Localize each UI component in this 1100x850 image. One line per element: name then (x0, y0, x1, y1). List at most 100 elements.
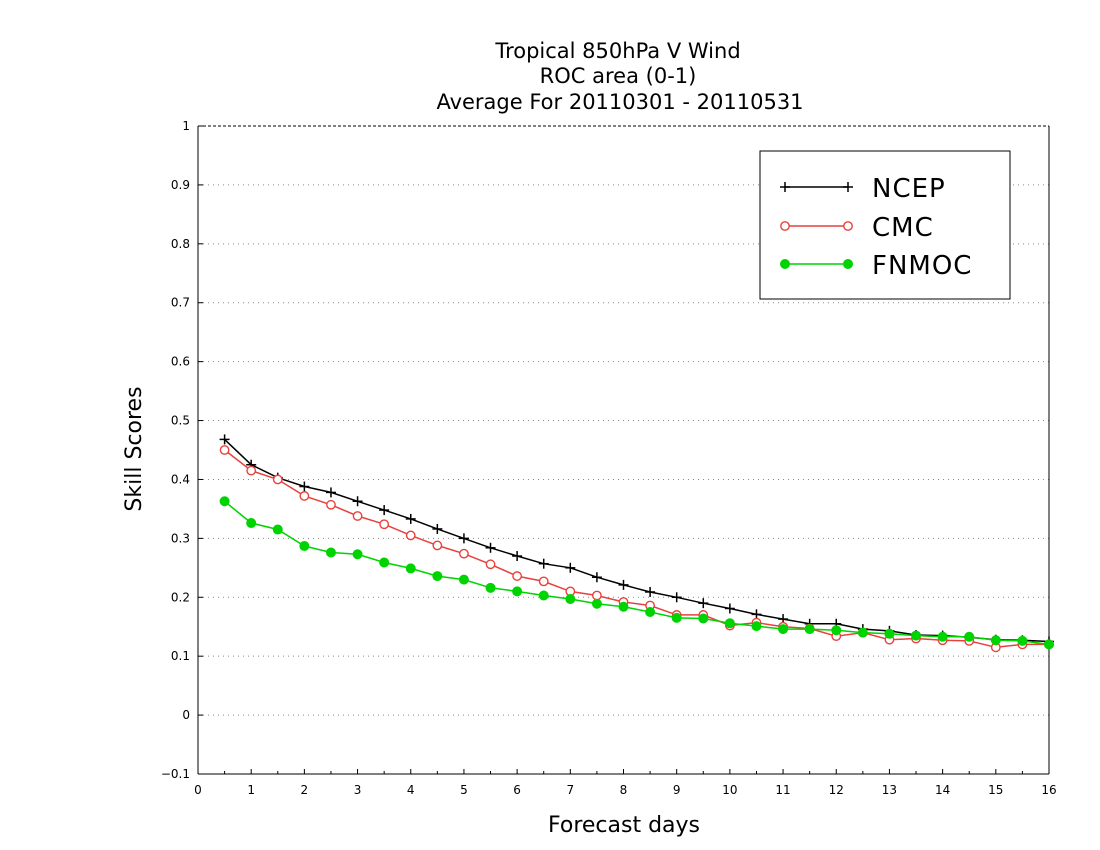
data-point-fnmoc (219, 496, 230, 507)
legend-marker (780, 259, 790, 269)
data-point-fnmoc (405, 563, 416, 574)
y-tick-label: 1 (182, 119, 190, 133)
data-point-cmc (219, 445, 230, 455)
y-tick-label: 0 (182, 708, 190, 722)
y-tick-label: 0.9 (171, 178, 190, 192)
series-line-ncep (224, 438, 1050, 643)
data-point-ncep (698, 598, 709, 609)
data-point-fnmoc (485, 582, 496, 593)
series-ncep (219, 434, 1054, 647)
x-tick-label: 8 (620, 783, 628, 797)
data-point-ncep (538, 558, 549, 569)
y-tick-label: 0.8 (171, 237, 190, 251)
data-point-fnmoc (299, 541, 310, 552)
data-point-fnmoc (671, 612, 682, 623)
data-point-ncep (352, 496, 363, 507)
x-tick-label: 7 (566, 783, 574, 797)
series-fnmoc (219, 496, 1054, 650)
legend-marker (843, 259, 853, 269)
data-point-fnmoc (1044, 639, 1054, 650)
data-point-ncep (618, 579, 629, 590)
y-axis-label: Skill Scores (122, 386, 147, 511)
data-point-fnmoc (857, 627, 868, 638)
data-point-fnmoc (458, 574, 469, 585)
legend-item-fnmoc: FNMOC (780, 251, 972, 281)
data-point-fnmoc (379, 557, 390, 568)
y-tick-label: 0.3 (171, 531, 190, 545)
data-point-fnmoc (565, 594, 576, 605)
data-point-fnmoc (911, 630, 922, 641)
data-point-fnmoc (831, 625, 842, 636)
legend-marker (780, 221, 790, 231)
data-point-ncep (512, 551, 523, 562)
data-point-ncep (645, 586, 656, 597)
data-point-ncep (724, 603, 735, 614)
y-tick-label: 0.4 (171, 472, 190, 486)
x-tick-label: 0 (194, 783, 202, 797)
data-point-ncep (299, 481, 310, 492)
data-point-ncep (379, 505, 390, 516)
series-layer (219, 434, 1054, 653)
x-tick-label: 14 (935, 783, 950, 797)
data-point-ncep (219, 434, 230, 445)
legend-marker (780, 182, 790, 192)
data-point-fnmoc (884, 628, 895, 639)
data-point-cmc (485, 559, 496, 570)
y-tick-label: 0.5 (171, 414, 190, 428)
data-point-cmc (272, 474, 283, 485)
y-tick-label: 0.6 (171, 355, 190, 369)
x-tick-label: 15 (988, 783, 1003, 797)
series-cmc (219, 445, 1054, 653)
data-point-cmc (512, 571, 523, 581)
x-tick-label: 4 (407, 783, 415, 797)
data-point-fnmoc (432, 571, 443, 582)
data-point-fnmoc (645, 607, 656, 617)
data-point-cmc (352, 511, 363, 521)
data-point-cmc (326, 499, 336, 510)
legend-label-fnmoc: FNMOC (872, 251, 972, 281)
data-point-fnmoc (990, 635, 1001, 646)
data-point-fnmoc (246, 518, 257, 529)
x-tick-label: 1 (247, 783, 255, 797)
y-tick-label: 0.2 (171, 590, 190, 604)
data-point-cmc (299, 491, 310, 501)
data-point-fnmoc (352, 549, 363, 560)
data-point-cmc (432, 540, 443, 551)
data-point-cmc (538, 576, 549, 587)
x-tick-label: 5 (460, 783, 468, 797)
data-point-ncep (405, 513, 416, 524)
data-point-cmc (459, 548, 469, 559)
x-tick-label: 3 (354, 783, 362, 797)
x-tick-label: 9 (673, 783, 681, 797)
x-tick-label: 6 (513, 783, 521, 797)
data-point-ncep (591, 572, 602, 583)
data-point-fnmoc (751, 621, 762, 632)
data-point-fnmoc (325, 547, 336, 558)
legend-marker (843, 182, 853, 192)
series-line-fnmoc (224, 500, 1050, 646)
x-tick-label: 13 (882, 783, 897, 797)
data-point-fnmoc (272, 524, 283, 535)
legend-label-cmc: CMC (872, 213, 934, 243)
legend-label-ncep: NCEP (872, 174, 946, 204)
x-tick-label: 12 (829, 783, 844, 797)
chart-title-line-3: Average For 20110301 - 20110531 (436, 90, 803, 114)
data-point-fnmoc (512, 586, 523, 597)
data-point-ncep (565, 562, 576, 573)
y-tick-label: 0.1 (171, 649, 190, 663)
data-point-cmc (405, 530, 416, 541)
x-tick-label: 10 (722, 783, 737, 797)
x-tick-label: 16 (1041, 783, 1056, 797)
data-point-fnmoc (937, 631, 948, 642)
data-point-fnmoc (591, 598, 602, 609)
data-point-cmc (379, 519, 390, 530)
data-point-fnmoc (964, 631, 975, 642)
legend-box (759, 150, 1011, 300)
x-axis-label: Forecast days (548, 813, 700, 838)
chart-title: Tropical 850hPa V Wind ROC area (0-1) Av… (436, 39, 803, 114)
x-tick-label: 2 (301, 783, 309, 797)
ticks: −0.100.10.20.30.40.50.60.70.80.910 1 2 3 4 5 6… (161, 119, 1057, 797)
chart-title-line-1: Tropical 850hPa V Wind (494, 39, 740, 63)
legend-marker (843, 221, 853, 231)
